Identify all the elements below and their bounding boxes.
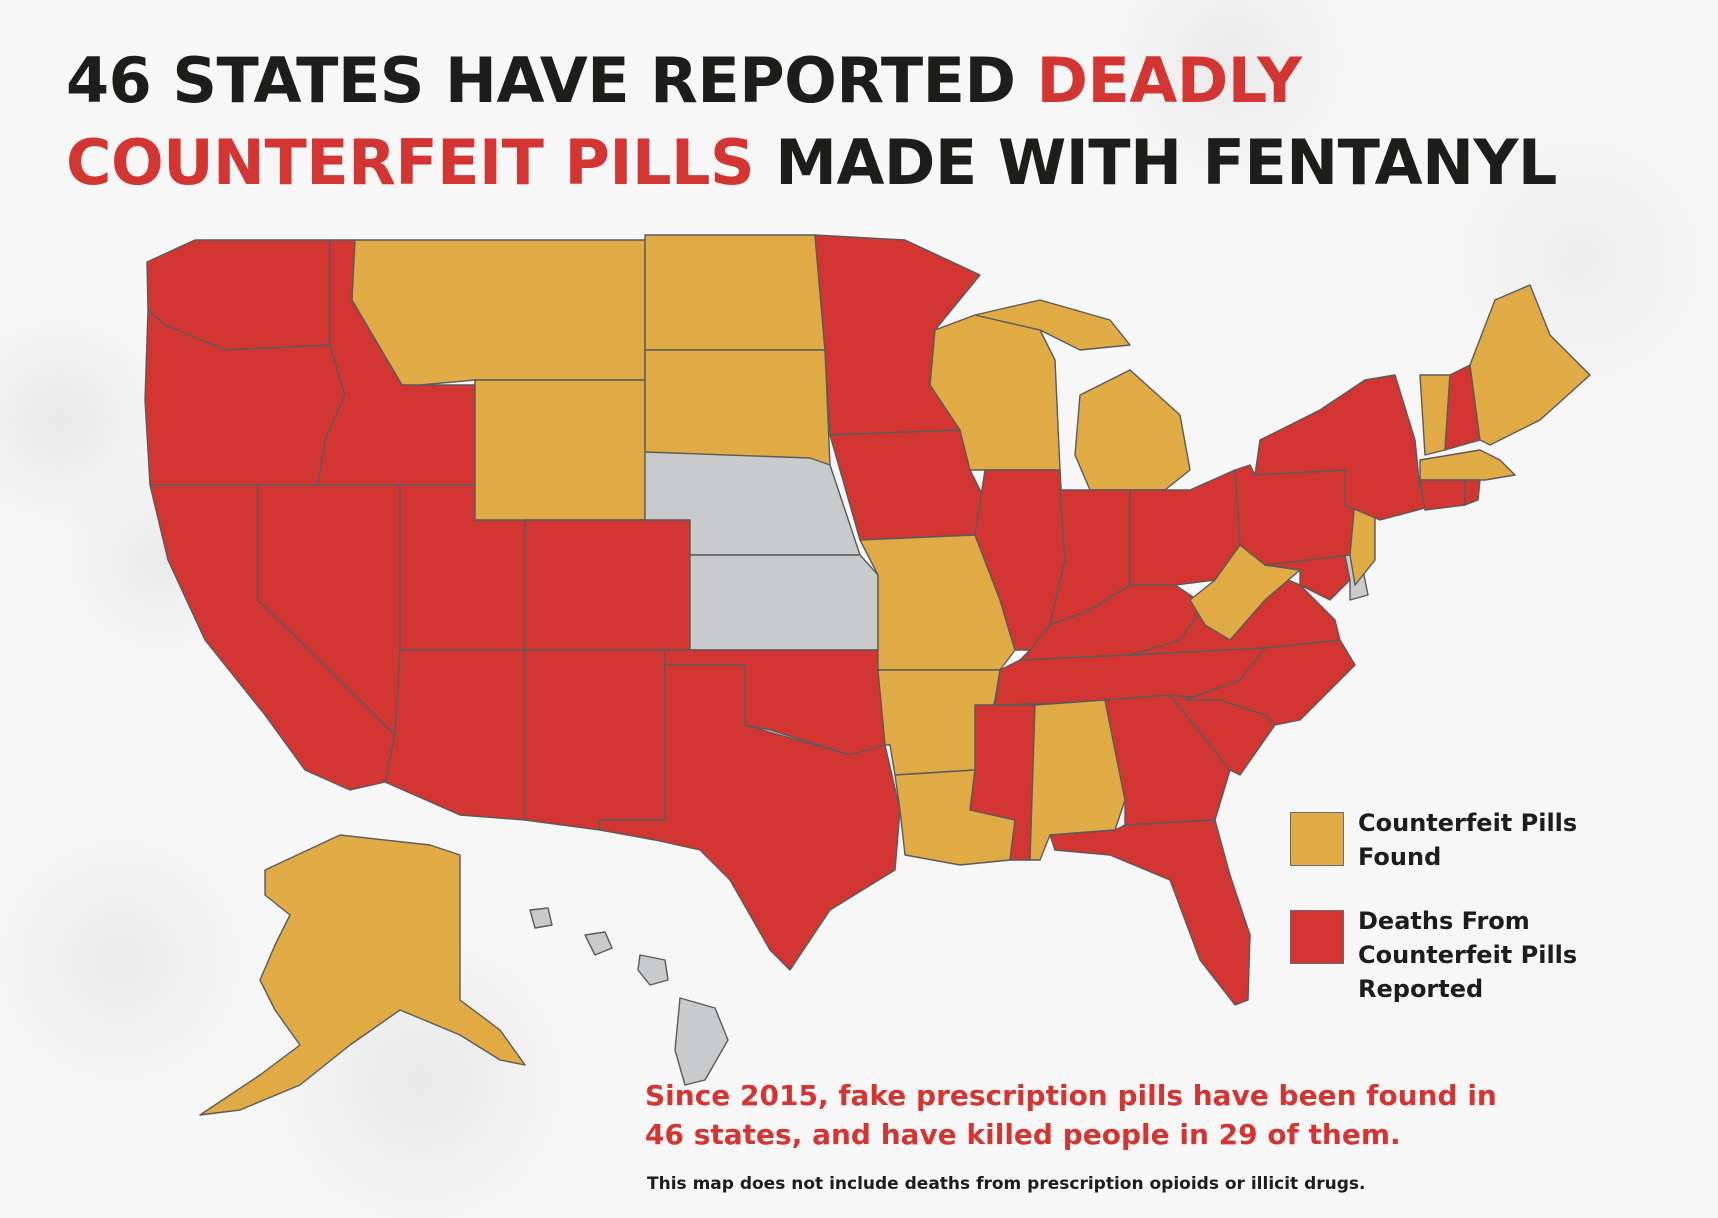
state-montana [351, 239, 646, 386]
title-text-red-2: COUNTERFEIT PILLS [66, 126, 755, 199]
state-hawaii-maui [637, 954, 669, 986]
state-hawaii-kauai [529, 907, 553, 929]
legend-swatch-found [1290, 812, 1344, 866]
title-text-black: 46 STATES HAVE REPORTED [66, 44, 1037, 117]
state-pennsylvania [1234, 464, 1356, 566]
state-wyoming [474, 379, 646, 521]
state-rhode-island [1464, 479, 1481, 506]
legend-label-deaths: Deaths From Counterfeit Pills Reported [1358, 907, 1578, 1003]
disclaimer-text: This map does not include deaths from pr… [647, 1174, 1366, 1194]
state-south-dakota [644, 349, 831, 466]
title-line-2: COUNTERFEIT PILLS MADE WITH FENTANYL [66, 122, 1686, 204]
legend-label-found: Counterfeit Pills Found [1358, 809, 1578, 871]
state-arizona [384, 649, 526, 821]
state-north-dakota [644, 234, 826, 351]
title-line-1: 46 STATES HAVE REPORTED DEADLY [66, 40, 1686, 122]
state-maine [1469, 284, 1591, 446]
state-colorado [524, 519, 691, 651]
title-text-black-2: MADE WITH FENTANYL [754, 126, 1557, 199]
state-massachusetts [1419, 449, 1516, 481]
state-hawaii-oahu [584, 931, 613, 956]
summary-note: Since 2015, fake prescription pills have… [645, 1079, 1497, 1151]
state-iowa [829, 429, 986, 541]
state-florida [1049, 819, 1251, 1006]
title-text-red: DEADLY [1036, 44, 1303, 117]
state-michigan-up [974, 299, 1131, 351]
state-new-mexico [524, 649, 666, 831]
state-texas [599, 664, 901, 971]
state-connecticut [1419, 479, 1466, 511]
state-kansas [689, 554, 879, 651]
state-hawaii-big [674, 997, 729, 1086]
state-new-york [1254, 374, 1456, 521]
page-title: 46 STATES HAVE REPORTED DEADLY COUNTERFE… [66, 40, 1686, 204]
state-alaska [199, 834, 526, 1116]
state-north-carolina [1184, 639, 1356, 726]
state-michigan [1074, 369, 1191, 491]
legend-swatch-deaths [1290, 910, 1344, 964]
